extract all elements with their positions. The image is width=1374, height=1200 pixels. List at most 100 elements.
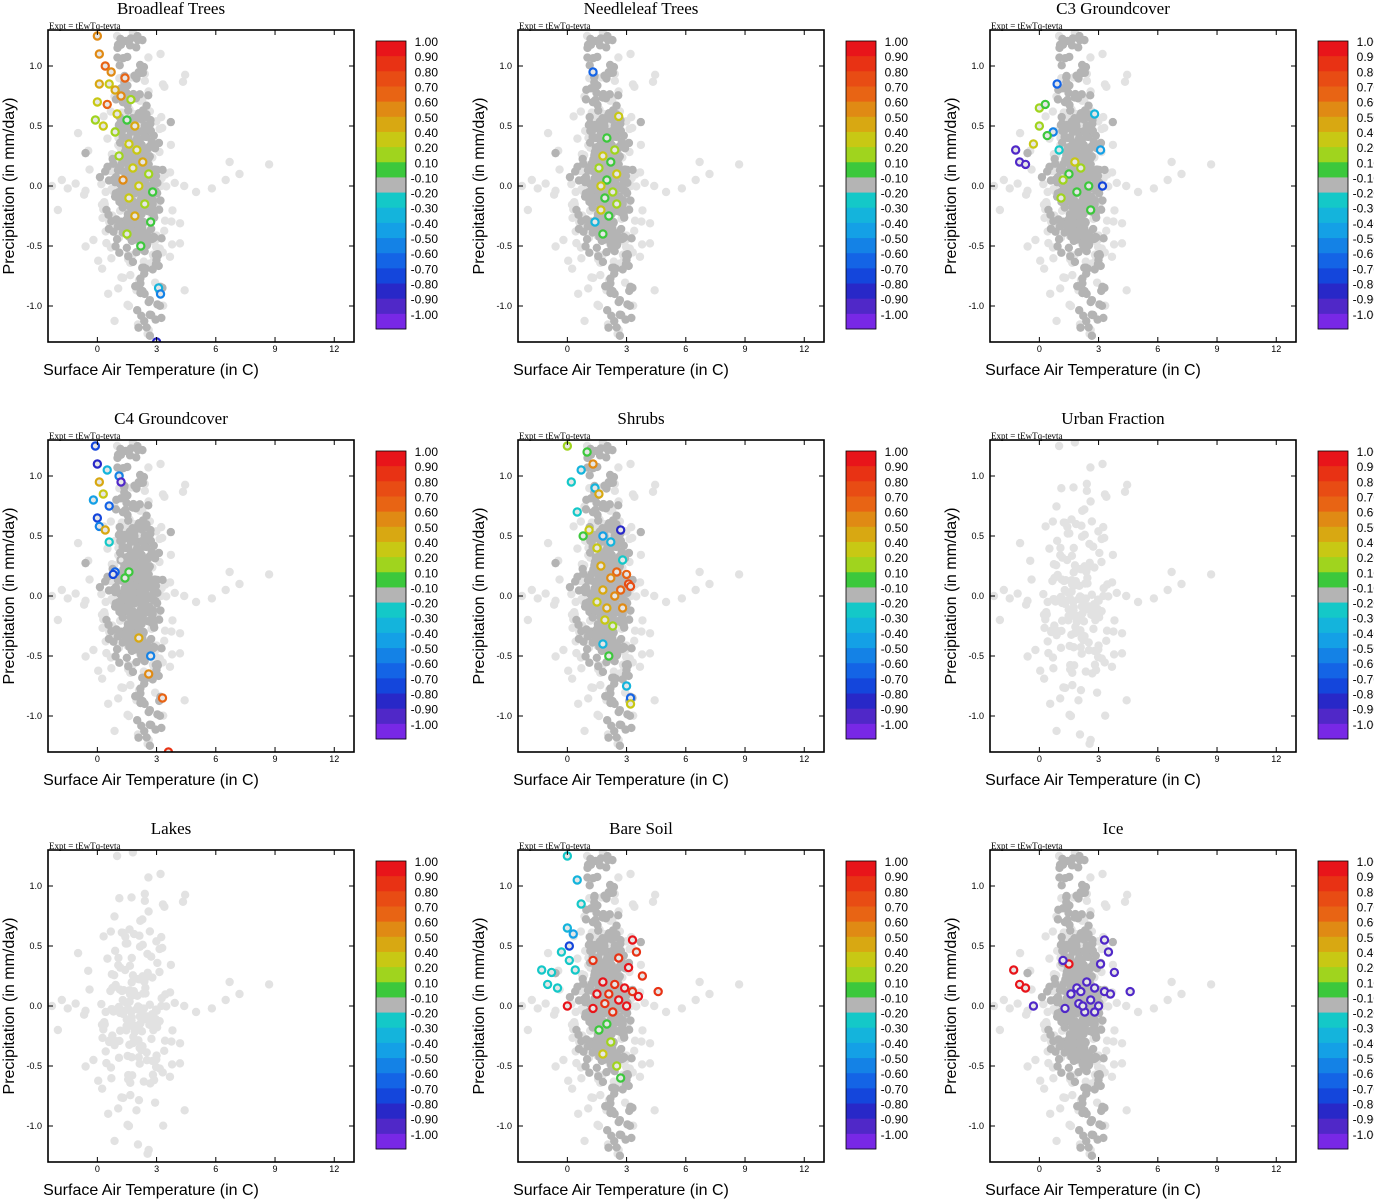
colorbar-swatch [846, 1133, 876, 1150]
background-point [572, 238, 581, 248]
data-point [606, 573, 616, 583]
neutral-point [612, 101, 621, 110]
background-point [1036, 256, 1045, 265]
neutral-point [81, 148, 90, 158]
background-point [567, 674, 577, 683]
background-point [1057, 626, 1066, 636]
background-point [626, 459, 635, 469]
neutral-point [1070, 257, 1080, 267]
neutral-point [144, 501, 153, 510]
data-point [104, 79, 114, 89]
background-point [636, 140, 646, 150]
neutral-point [134, 478, 143, 487]
colorbar-swatch [1318, 541, 1348, 558]
colorbar-label: -0.80 [411, 688, 439, 702]
data-point [110, 85, 120, 95]
background-point [168, 1026, 177, 1035]
y-tick-label: -0.5 [496, 241, 512, 251]
background-point [1110, 206, 1119, 215]
background-point [645, 219, 655, 228]
background-point [588, 1093, 598, 1103]
colorbar-swatch [1318, 238, 1348, 254]
background-point [162, 182, 171, 191]
y-tick-label: 0.0 [971, 181, 984, 191]
x-tick-label: 3 [624, 754, 629, 764]
data-point [1084, 181, 1094, 191]
background-point [114, 284, 123, 293]
background-point [1044, 238, 1053, 248]
background-point [1117, 649, 1127, 658]
background-point [1023, 186, 1032, 195]
background-point [543, 128, 553, 138]
colorbar-swatch [376, 192, 406, 209]
data-point [134, 181, 144, 191]
x-tick-label: 0 [1037, 754, 1042, 764]
background-point [126, 1078, 135, 1087]
background-point [572, 648, 581, 658]
neutral-point [610, 1136, 619, 1146]
background-point [81, 652, 90, 661]
neutral-point [593, 52, 602, 62]
background-point [621, 652, 631, 662]
neutral-point [111, 242, 120, 251]
data-point [1054, 145, 1064, 155]
neutral-point [627, 234, 636, 243]
background-point [1068, 270, 1077, 280]
x-tick-label: 12 [329, 344, 339, 354]
neutral-point [139, 757, 147, 765]
colorbar: 1.000.900.800.700.600.500.400.200.10-0.1… [1317, 445, 1374, 740]
background-point [648, 897, 658, 906]
neutral-point [140, 679, 149, 688]
background-point [650, 890, 660, 900]
neutral-point [136, 279, 145, 288]
neutral-point [134, 68, 143, 77]
background-point [1056, 550, 1065, 560]
neutral-point [602, 716, 612, 725]
background-point [576, 517, 586, 526]
background-point [167, 627, 176, 636]
colorbar-label: -0.60 [411, 1067, 439, 1081]
background-point [573, 289, 583, 298]
neutral-point [1094, 255, 1103, 265]
y-tick-label: -0.5 [26, 1061, 42, 1071]
background-point [1043, 187, 1052, 197]
data-point [617, 603, 628, 613]
background-point [630, 226, 639, 236]
background-point [144, 463, 153, 472]
colorbar-swatch [1318, 268, 1348, 284]
colorbar-label: -0.10 [1353, 581, 1374, 595]
neutral-point [150, 575, 160, 584]
background-point [110, 316, 119, 326]
colorbar-swatch [1318, 192, 1348, 209]
neutral-point [1080, 286, 1089, 296]
data-point [1076, 163, 1086, 173]
background-point [127, 1053, 136, 1062]
background-point [114, 1002, 124, 1012]
background-point [1060, 273, 1070, 283]
background-point [148, 973, 157, 982]
neutral-point [614, 297, 623, 307]
colorbar-label: 0.70 [1357, 490, 1374, 504]
x-tick-label: 9 [743, 754, 748, 764]
neutral-point [132, 306, 142, 315]
background-point [626, 869, 635, 879]
data-point [600, 193, 610, 203]
colorbar-label: 0.10 [415, 156, 439, 170]
background-point [1082, 486, 1092, 496]
background-point [191, 1007, 201, 1017]
neutral-point [603, 851, 612, 861]
background-point [175, 239, 185, 248]
plot-frame [517, 439, 825, 753]
background-point [157, 932, 166, 942]
data-point [1034, 121, 1045, 131]
data-point [592, 597, 602, 607]
neutral-point [153, 178, 162, 188]
background-point [1103, 580, 1112, 589]
neutral-point [126, 621, 135, 631]
background-point [636, 960, 646, 970]
colorbar-swatch [376, 86, 406, 103]
background-point [1102, 216, 1112, 225]
neutral-point [604, 733, 613, 742]
background-point [1053, 570, 1062, 580]
background-point [1052, 536, 1062, 546]
